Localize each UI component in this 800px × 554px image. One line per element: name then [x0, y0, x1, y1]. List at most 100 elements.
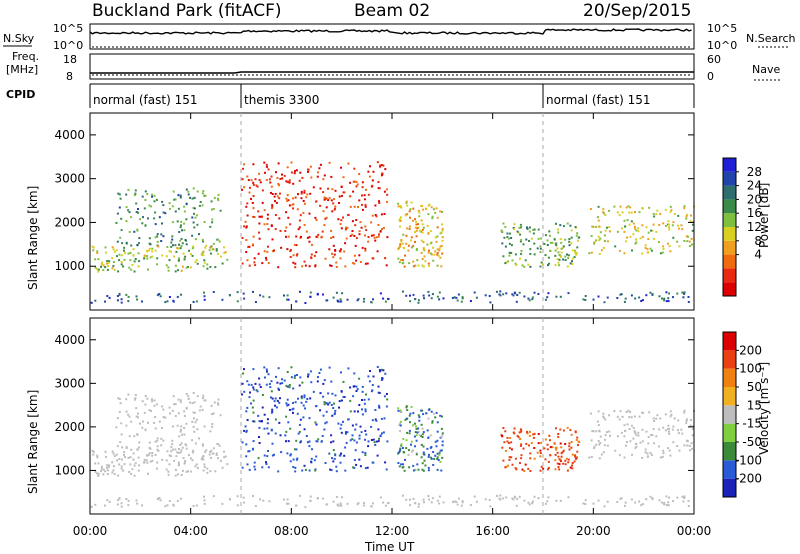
- power-pixel: [370, 221, 373, 224]
- velocity-pixel: [112, 452, 115, 455]
- velocity-pixel: [339, 502, 342, 505]
- power-pixel: [175, 250, 178, 253]
- power-pixel: [281, 173, 283, 176]
- power-pixel: [438, 291, 441, 294]
- x-tick-label: 12:00: [375, 524, 410, 538]
- velocity-pixel: [377, 428, 380, 431]
- velocity-pixel: [123, 453, 125, 456]
- power-pixel: [595, 225, 598, 228]
- power-pixel: [683, 292, 686, 295]
- velocity-pixel: [641, 456, 644, 459]
- power-pixel: [546, 244, 549, 246]
- colorbar-tick-label: 24: [747, 179, 762, 193]
- power-pixel: [455, 296, 458, 299]
- power-pixel: [219, 209, 222, 212]
- velocity-pixel: [265, 463, 268, 465]
- velocity-pixel: [385, 468, 388, 471]
- power-pixel: [668, 292, 670, 295]
- power-pixel: [171, 238, 174, 241]
- power-pixel: [417, 301, 420, 304]
- power-pixel: [600, 249, 603, 252]
- velocity-pixel: [335, 470, 338, 473]
- velocity-pixel: [332, 407, 335, 409]
- power-pixel: [111, 257, 114, 260]
- velocity-pixel: [125, 410, 128, 413]
- velocity-pixel: [245, 430, 248, 433]
- power-pixel: [380, 174, 383, 177]
- velocity-pixel: [418, 419, 421, 422]
- velocity-pixel: [415, 452, 418, 455]
- power-pixel: [236, 300, 239, 303]
- power-pixel: [672, 296, 674, 299]
- power-pixel: [295, 169, 298, 172]
- velocity-pixel: [256, 390, 259, 393]
- velocity-pixel: [422, 498, 425, 501]
- velocity-pixel: [217, 457, 219, 460]
- velocity-pixel: [196, 428, 199, 431]
- power-pixel: [337, 218, 340, 221]
- velocity-pixel: [574, 430, 577, 433]
- power-pixel: [252, 207, 255, 210]
- velocity-pixel: [602, 412, 605, 415]
- velocity-pixel: [169, 412, 171, 415]
- power-pixel: [247, 179, 250, 182]
- power-pixel: [334, 189, 337, 192]
- velocity-pixel: [359, 465, 362, 468]
- velocity-pixel: [404, 458, 406, 461]
- velocity-pixel: [125, 424, 128, 427]
- velocity-pixel: [626, 441, 628, 443]
- velocity-pixel: [516, 498, 519, 501]
- power-pixel: [349, 195, 352, 198]
- velocity-pixel: [634, 501, 637, 504]
- power-pixel: [441, 252, 444, 255]
- power-pixel: [361, 186, 364, 189]
- power-pixel: [324, 257, 327, 260]
- power-pixel: [156, 240, 159, 243]
- power-pixel: [352, 262, 355, 265]
- velocity-pixel: [351, 438, 354, 441]
- power-pixel: [261, 262, 264, 265]
- power-pixel: [123, 249, 125, 252]
- velocity-pixel: [508, 442, 510, 444]
- power-pixel: [273, 195, 276, 198]
- velocity-pixel: [306, 441, 309, 444]
- power-pixel: [146, 250, 149, 253]
- power-pixel: [243, 186, 246, 189]
- velocity-pixel: [203, 466, 206, 468]
- power-pixel: [112, 261, 115, 263]
- power-pixel: [435, 207, 438, 210]
- colorbar-tick-label: -100: [735, 453, 762, 467]
- velocity-pixel: [525, 442, 528, 445]
- velocity-pixel: [672, 425, 675, 428]
- power-pixel: [249, 186, 251, 189]
- power-pixel: [171, 205, 174, 208]
- power-pixel: [107, 261, 110, 264]
- velocity-pixel: [151, 452, 154, 454]
- power-pixel: [529, 253, 532, 255]
- power-pixel: [332, 202, 335, 205]
- velocity-pixel: [421, 468, 424, 471]
- power-pixel: [257, 210, 260, 213]
- velocity-pixel: [268, 500, 271, 503]
- x-tick-label: 16:00: [475, 524, 510, 538]
- power-pixel: [162, 204, 165, 207]
- power-pixel: [192, 221, 195, 224]
- velocity-pixel: [417, 505, 420, 508]
- velocity-pixel: [257, 414, 260, 417]
- velocity-pixel: [325, 410, 328, 413]
- velocity-pixel: [143, 458, 146, 461]
- power-pixel: [613, 205, 616, 208]
- power-pixel: [294, 262, 297, 265]
- velocity-pixel: [179, 444, 182, 446]
- power-pixel: [427, 262, 430, 265]
- power-pixel: [647, 238, 650, 240]
- power-pixel: [520, 225, 523, 227]
- velocity-pixel: [517, 436, 520, 439]
- power-pixel: [414, 226, 417, 229]
- power-pixel: [531, 296, 534, 299]
- velocity-pixel: [410, 450, 413, 453]
- power-pixel: [154, 211, 157, 214]
- colorbar-swatch: [723, 171, 736, 186]
- power-pixel: [582, 298, 585, 301]
- velocity-pixel: [253, 461, 256, 464]
